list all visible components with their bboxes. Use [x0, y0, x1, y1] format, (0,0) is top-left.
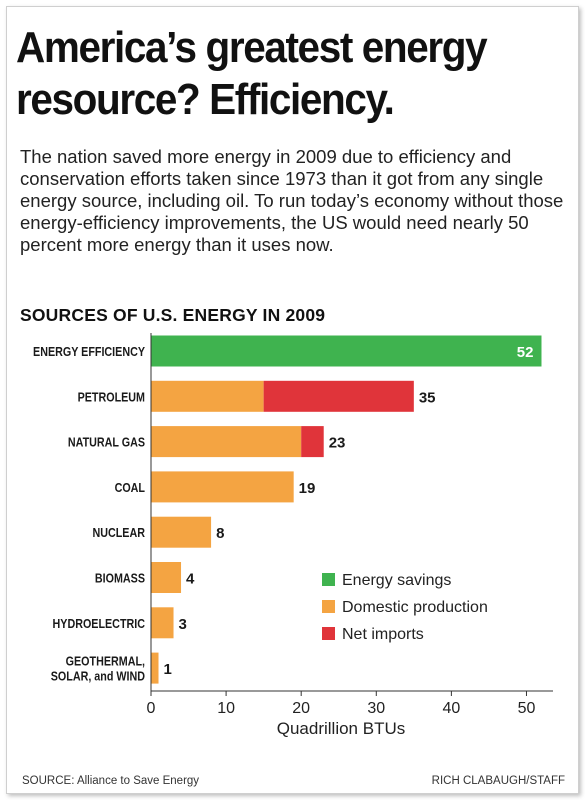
intro-paragraph: The nation saved more energy in 2009 due… [20, 146, 564, 255]
x-tick-label: 50 [518, 700, 536, 717]
bar-domestic-production [151, 471, 294, 503]
legend-swatch [322, 573, 335, 586]
bar-domestic-production [151, 516, 212, 548]
category-label: PETROLEUM [78, 391, 145, 405]
bar-value-label: 8 [216, 525, 224, 542]
chart-title: SOURCES OF U.S. ENERGY IN 2009 [20, 305, 326, 325]
bar-value-label: 4 [186, 571, 195, 588]
bar-value-label: 35 [419, 389, 436, 406]
bar-domestic-production [151, 652, 159, 684]
category-label: SOLAR, and WIND [51, 670, 145, 684]
legend-swatch [322, 600, 335, 613]
category-label: HYDROELECTRIC [53, 617, 146, 631]
legend-swatch [322, 627, 335, 640]
legend-label: Domestic production [342, 599, 488, 616]
headline-line-2: resource? Efficiency. [16, 75, 395, 124]
bar-value-label: 52 [517, 344, 534, 361]
bar-net-imports [263, 380, 414, 412]
bar-energy-savings [151, 335, 542, 367]
bar-domestic-production [151, 426, 302, 458]
x-tick-label: 10 [217, 700, 235, 717]
headline: America’s greatest energy resource? Effi… [16, 22, 513, 126]
category-label: COAL [115, 481, 145, 495]
bar-net-imports [301, 426, 324, 458]
x-tick-label: 0 [147, 700, 156, 717]
category-label: GEOTHERMAL, [66, 655, 145, 669]
bar-value-label: 1 [164, 661, 172, 678]
bar-value-label: 19 [299, 480, 316, 497]
legend-label: Net imports [342, 626, 424, 643]
bar-value-label: 3 [179, 616, 187, 633]
bar-domestic-production [151, 607, 174, 639]
source-note: SOURCE: Alliance to Save Energy [22, 775, 200, 787]
x-tick-label: 40 [442, 700, 460, 717]
category-label: BIOMASS [95, 572, 145, 586]
staff-credit: RICH CLABAUGH/STAFF [431, 775, 565, 787]
legend-label: Energy savings [342, 572, 451, 589]
x-tick-label: 20 [292, 700, 310, 717]
bar-domestic-production [151, 380, 264, 412]
bar-domestic-production [151, 562, 182, 593]
category-label: NUCLEAR [93, 526, 146, 540]
headline-line-1: America’s greatest energy [16, 23, 488, 72]
x-tick-label: 30 [367, 700, 385, 717]
bar-value-label: 23 [329, 435, 346, 452]
x-axis-label: Quadrillion BTUs [277, 719, 406, 738]
category-label: NATURAL GAS [68, 436, 145, 450]
category-label: ENERGY EFFICIENCY [33, 345, 145, 359]
